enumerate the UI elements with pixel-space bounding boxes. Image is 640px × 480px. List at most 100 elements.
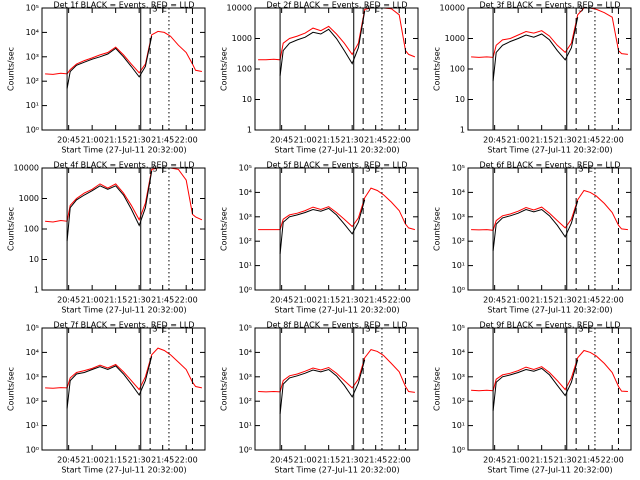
x-tick-label: 22:00 <box>388 456 411 465</box>
series-line <box>492 359 579 411</box>
series-line <box>492 200 579 251</box>
x-tick-label: 21:15 <box>317 296 340 305</box>
x-tick-label: 22:00 <box>601 456 624 465</box>
x-tick-label: 21:15 <box>317 456 340 465</box>
series-line <box>258 187 416 231</box>
y-tick-label: 10 <box>242 95 252 104</box>
x-tick-label: 21:00 <box>81 296 104 305</box>
x-tick-label: 21:00 <box>507 296 530 305</box>
annotation: S <box>152 165 157 174</box>
x-tick-label: 21:15 <box>317 136 340 145</box>
y-tick-label: 10¹ <box>239 421 252 430</box>
x-tick-label: 21:00 <box>294 456 317 465</box>
plot-frame <box>41 167 206 291</box>
y-tick-label: 10³ <box>452 372 465 381</box>
x-tick-label: 21:45 <box>577 296 600 305</box>
y-tick-label: 10³ <box>26 372 39 381</box>
x-tick-label: 21:30 <box>554 456 577 465</box>
y-tick-label: 10¹ <box>26 101 39 110</box>
y-tick-label: 100 <box>237 65 252 74</box>
x-tick-label: 21:15 <box>104 296 127 305</box>
x-axis-label: Start Time (27-Jul-11 20:32:00) <box>61 466 186 475</box>
x-axis-label: Start Time (27-Jul-11 20:32:00) <box>487 306 612 315</box>
y-tick-label: 10⁴ <box>239 348 252 357</box>
y-tick-label: 10⁴ <box>239 188 252 197</box>
x-tick-label: 21:30 <box>128 296 151 305</box>
annotation: S <box>365 5 370 14</box>
panel: Det 4f BLACK = Events, RED = LLD Start Ti… <box>7 161 206 315</box>
y-tick-label: 10² <box>26 77 39 86</box>
annotation: S <box>152 5 157 14</box>
x-axis-label: Start Time (27-Jul-11 20:32:00) <box>487 466 612 475</box>
y-tick-label: 10000 <box>14 164 39 173</box>
x-tick-label: 21:15 <box>104 456 127 465</box>
y-axis-label: Counts/sec <box>220 207 229 251</box>
plot-frame <box>467 167 632 291</box>
series-line <box>258 349 415 393</box>
x-tick-label: 21:00 <box>507 456 530 465</box>
x-axis-label: Start Time (27-Jul-11 20:32:00) <box>61 146 186 155</box>
y-tick-label: 1000 <box>445 34 465 43</box>
panel-title: Det 9f BLACK = Events, RED = LLD <box>479 321 620 330</box>
y-tick-label: 100 <box>450 65 465 74</box>
y-tick-label: 10² <box>239 397 252 406</box>
y-tick-label: 10⁰ <box>239 286 252 295</box>
y-axis-label: Counts/sec <box>433 367 442 411</box>
plot-frame <box>254 7 419 131</box>
y-tick-label: 10¹ <box>239 261 252 270</box>
x-axis-label: Start Time (27-Jul-11 20:32:00) <box>487 146 612 155</box>
x-tick-label: 22:00 <box>601 296 624 305</box>
y-tick-label: 10⁰ <box>26 126 39 135</box>
y-tick-label: 10³ <box>26 52 39 61</box>
x-tick-label: 21:30 <box>554 296 577 305</box>
x-tick-label: 22:00 <box>175 456 198 465</box>
x-axis-label: Start Time (27-Jul-11 20:32:00) <box>274 306 399 315</box>
x-axis-label: Start Time (27-Jul-11 20:32:00) <box>274 466 399 475</box>
y-tick-label: 1 <box>34 286 39 295</box>
annotation: E <box>375 5 380 14</box>
y-tick-label: 10¹ <box>452 421 465 430</box>
x-tick-label: 21:00 <box>294 136 317 145</box>
y-tick-label: 1 <box>247 126 252 135</box>
panel-title: Det 5f BLACK = Events, RED = LLD <box>266 161 407 170</box>
annotation: E <box>162 325 167 334</box>
annotation: S <box>152 325 157 334</box>
x-tick-label: 22:00 <box>175 136 198 145</box>
series-line <box>471 349 628 392</box>
x-tick-label: 22:00 <box>388 136 411 145</box>
annotation: S <box>365 165 370 174</box>
x-tick-label: 20:45 <box>270 136 293 145</box>
y-tick-label: 1000 <box>19 194 39 203</box>
panel: Det 3f BLACK = Events, RED = LLD Start Ti… <box>433 1 632 155</box>
plot-frame <box>254 327 419 451</box>
y-axis-label: Counts/sec <box>433 47 442 91</box>
series-line <box>45 347 203 391</box>
series-line <box>471 189 628 231</box>
x-tick-label: 21:30 <box>341 456 364 465</box>
plot-frame <box>467 7 632 131</box>
panel: Det 5f BLACK = Events, RED = LLD Start Ti… <box>220 161 419 315</box>
y-tick-label: 10 <box>29 255 39 264</box>
series-line <box>66 170 153 242</box>
y-tick-label: 100 <box>24 225 39 234</box>
y-tick-label: 10⁵ <box>452 164 465 173</box>
panel-title: Det 6f BLACK = Events, RED = LLD <box>479 161 620 170</box>
y-tick-label: 10² <box>239 237 252 246</box>
panel: Det 6f BLACK = Events, RED = LLD Start Ti… <box>433 161 632 315</box>
panel-title: Det 7f BLACK = Events, RED = LLD <box>53 321 194 330</box>
x-tick-label: 21:00 <box>507 136 530 145</box>
plot-frame <box>254 167 419 291</box>
panel: Det 9f BLACK = Events, RED = LLD Start Ti… <box>433 321 632 475</box>
x-tick-label: 21:00 <box>294 296 317 305</box>
annotation: E <box>375 165 380 174</box>
x-tick-label: 21:30 <box>341 296 364 305</box>
x-axis-label: Start Time (27-Jul-11 20:32:00) <box>274 146 399 155</box>
x-tick-label: 20:45 <box>57 456 80 465</box>
panel-title: Det 4f BLACK = Events, RED = LLD <box>53 161 194 170</box>
y-tick-label: 10⁵ <box>239 324 252 333</box>
y-axis-label: Counts/sec <box>7 367 16 411</box>
panel: Det 1f BLACK = Events, RED = LLD Start Ti… <box>7 1 206 155</box>
y-tick-label: 1000 <box>232 34 252 43</box>
